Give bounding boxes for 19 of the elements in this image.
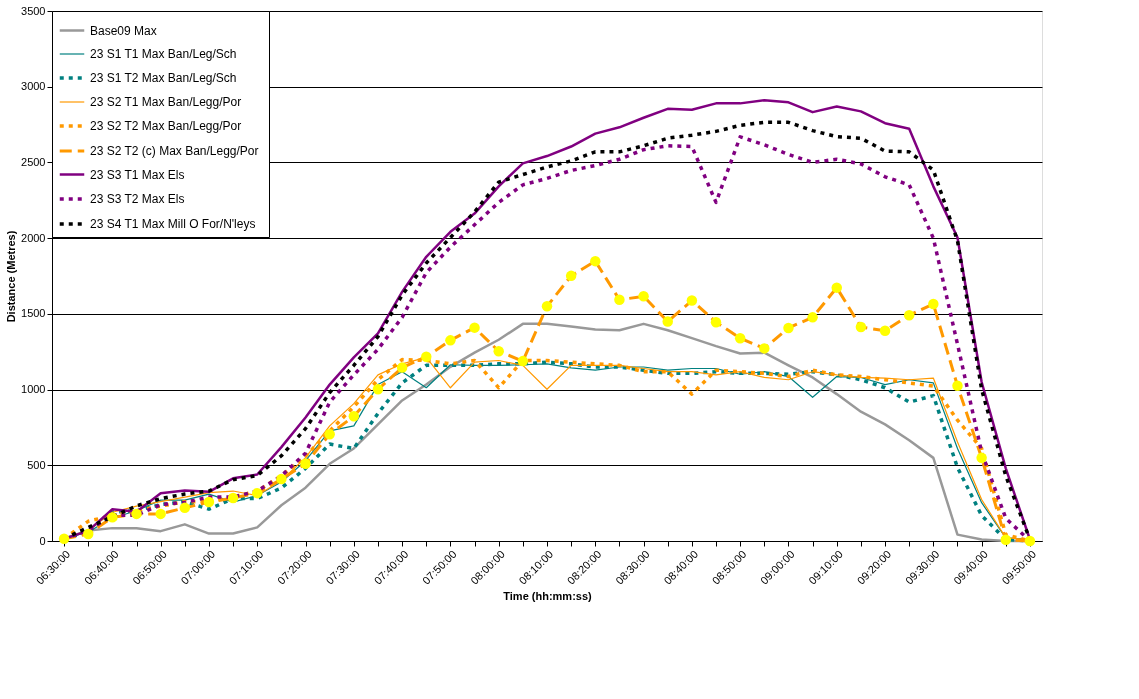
- legend-label: 23 S3 T2 Max Els: [90, 192, 185, 206]
- legend-label: 23 S2 T2 Max Ban/Legg/Por: [90, 119, 242, 133]
- y-tick-label: 1000: [21, 383, 46, 396]
- y-tick-label: 0: [39, 534, 46, 547]
- y-tick-label: 3500: [21, 4, 46, 17]
- legend-label: 23 S1 T2 Max Ban/Leg/Sch: [90, 71, 237, 85]
- legend-label: 23 S4 T1 Max Mill O For/N'leys: [90, 217, 256, 231]
- legend-label: 23 S1 T1 Max Ban/Leg/Sch: [90, 47, 237, 61]
- x-axis-title: Time (hh:mm:ss): [503, 589, 593, 602]
- legend-label: Base09 Max: [90, 23, 157, 38]
- legend-label: 23 S3 T1 Max Els: [90, 167, 185, 182]
- y-axis-title: Distance (Metres): [5, 230, 18, 323]
- y-tick-label: 2500: [21, 155, 46, 168]
- y-tick-label: 500: [27, 458, 46, 471]
- y-tick-label: 1500: [21, 307, 46, 320]
- y-tick-label: 2000: [21, 231, 46, 244]
- legend-label: 23 S2 T2 (c) Max Ban/Legg/Por: [90, 144, 259, 158]
- y-tick-label: 3000: [21, 80, 46, 93]
- legend-label: 23 S2 T1 Max Ban/Legg/Por: [90, 95, 242, 109]
